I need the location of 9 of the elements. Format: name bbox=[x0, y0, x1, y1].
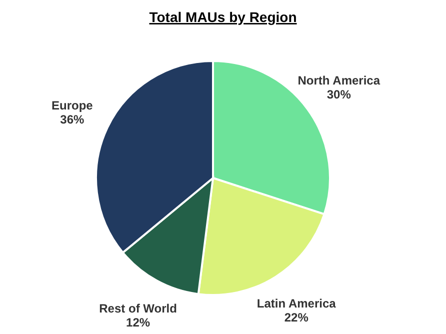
slice-label: Europe bbox=[52, 98, 94, 113]
data-label: 30% bbox=[326, 88, 352, 102]
data-label: 36% bbox=[60, 112, 85, 127]
slice-label: North America bbox=[298, 74, 380, 88]
chart-title: Total MAUs by Region bbox=[149, 9, 297, 25]
data-label: 12% bbox=[126, 315, 150, 330]
data-label: 22% bbox=[284, 310, 309, 324]
slice-label: Latin America bbox=[256, 296, 336, 310]
slice-label: Rest of World bbox=[99, 301, 177, 316]
